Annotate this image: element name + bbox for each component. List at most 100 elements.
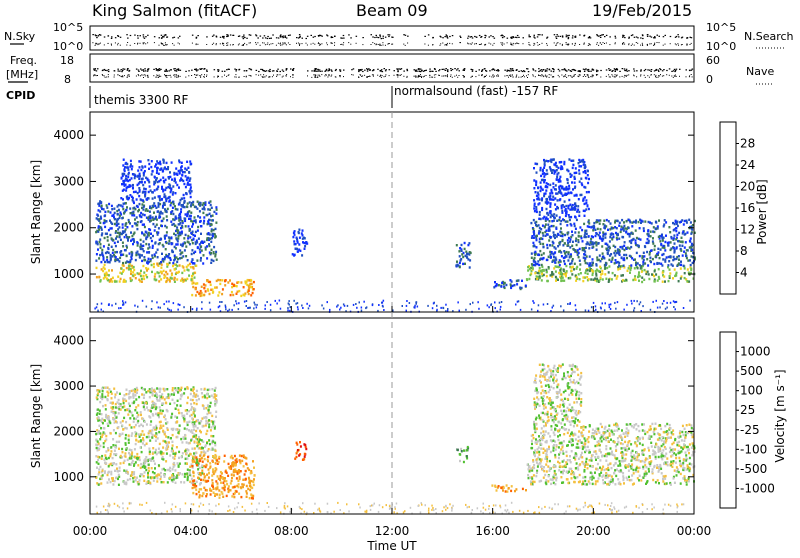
power-cell [206,214,208,216]
power-cell [158,205,160,207]
power-cell [583,210,585,212]
freq-sample [389,69,391,70]
power-cell [542,232,544,234]
nsearch-sample [665,44,666,45]
power-cell [640,222,642,224]
nsearch-sample [226,43,227,44]
power-ytick-label: 3000 [53,174,84,188]
power-cell [578,273,580,275]
power-cell [414,305,416,307]
nsearch-sample [120,45,121,46]
power-cell [167,186,169,188]
nsearch-sample [615,43,616,44]
power-cell [192,259,194,261]
power-cell [106,233,108,235]
power-cell [129,207,131,209]
power-cell [146,198,148,200]
power-cell [148,219,150,221]
power-cell [132,243,134,245]
power-cell [168,301,170,303]
power-cell [548,256,550,258]
freq-sample [640,69,642,70]
nsky-sample [642,34,644,35]
freq-sample [286,69,288,70]
power-cell [250,286,252,288]
power-cell [617,268,619,270]
power-cell [515,304,517,306]
nsearch-sample [196,43,197,44]
power-cell [500,309,502,311]
power-cell [590,238,592,240]
nsearch-sample [596,44,597,45]
power-cell [205,290,207,292]
freq-sample [442,69,444,70]
power-cell [681,237,683,239]
nsearch-sample [99,43,100,44]
power-cell [157,256,159,258]
freq-sample [326,69,328,70]
power-cell [542,170,544,172]
velocity-cell [171,474,173,476]
power-cell [130,270,132,272]
velocity-cell [99,466,101,468]
freq-sample [246,70,248,71]
power-cell [628,227,630,229]
power-cell [634,307,636,309]
power-cell [601,258,603,260]
nsearch-sample [567,44,568,45]
nave-sample [660,74,661,75]
nsearch-sample [271,43,272,44]
nsearch-sample [677,43,678,44]
velocity-cell [134,448,136,450]
power-cell [563,280,565,282]
power-cell [125,163,127,165]
nsearch-sample [516,43,517,44]
power-cell [567,188,569,190]
power-cell [623,309,625,311]
power-cell [238,308,240,310]
nave-sample [485,76,486,77]
nave-sample [188,75,189,76]
nave-sample [580,75,581,76]
power-cell [131,165,133,167]
power-cell [588,178,590,180]
power-cell [656,262,658,264]
power-cell [276,303,278,305]
nsky-sample [246,38,248,39]
power-cell [185,213,187,215]
nsearch-sample [476,43,477,44]
power-cell [104,219,106,221]
power-cell [122,300,124,302]
power-cell [159,242,161,244]
power-cell [584,164,586,166]
power-cell [171,243,173,245]
power-cell [201,241,203,243]
power-cell [142,300,144,302]
nsearch-sample [130,45,131,46]
nsearch-sample [144,42,145,43]
power-cell [114,251,116,253]
nsky-sample [296,37,298,38]
nave-sample [228,75,229,76]
nave-sample [647,75,648,76]
nave-sample [361,76,362,77]
freq-sample [118,70,120,71]
power-cell [466,257,468,259]
power-cell [122,242,124,244]
freq-sample [559,70,561,71]
power-cell [162,189,164,191]
power-cell [572,266,574,268]
power-cell [219,301,221,303]
nave-sample [457,77,458,78]
power-cell [174,178,176,180]
power-cell [170,259,172,261]
power-cell [664,241,666,243]
power-cell [534,245,536,247]
power-cell [201,286,203,288]
power-cell [142,265,144,267]
power-cell [231,291,233,293]
power-cell [677,264,679,266]
nave-sample [406,77,407,78]
freq-sample [319,69,321,70]
nsky-sample [307,36,309,37]
